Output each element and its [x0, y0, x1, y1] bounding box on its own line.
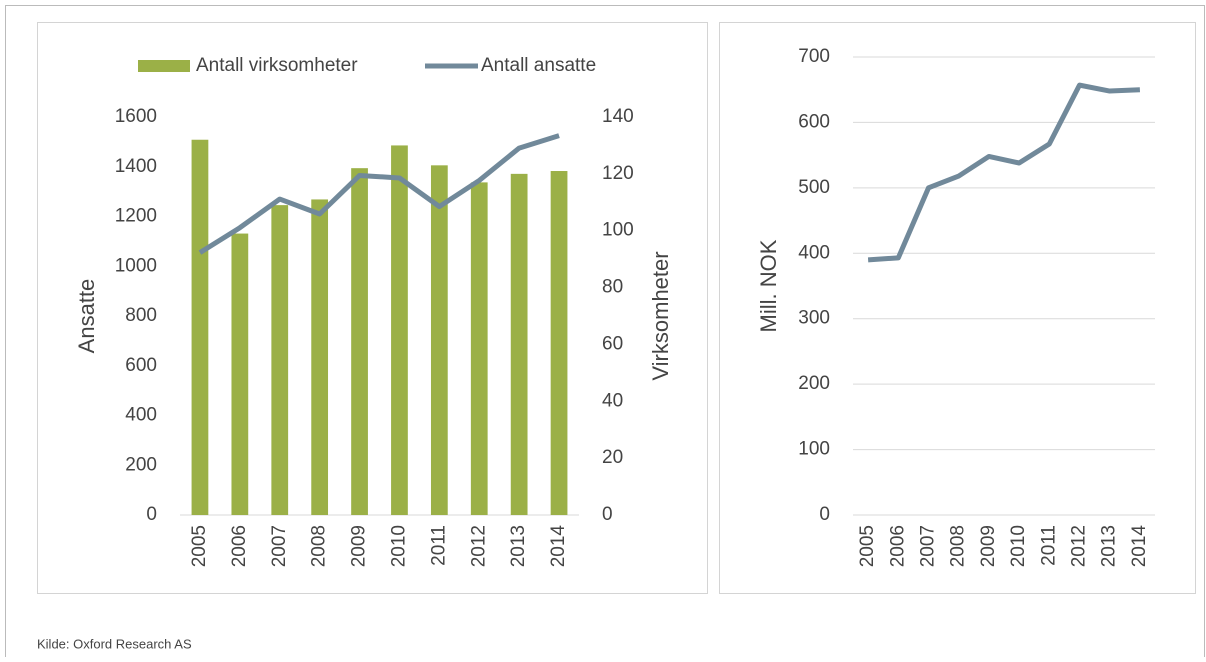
y-tick-label: 200 [125, 454, 157, 475]
bar [470, 182, 488, 515]
y-tick-label: 600 [798, 111, 830, 132]
x-tick-label: 2006 [229, 525, 250, 567]
y2-tick-label: 140 [602, 106, 634, 127]
line [867, 82, 1141, 263]
x-tick-label: 2014 [1129, 525, 1150, 568]
y-tick-label: 800 [125, 305, 157, 326]
bar [271, 205, 289, 515]
bar [391, 145, 408, 515]
y2-tick-label: 80 [602, 277, 623, 298]
x-tick-label: 2006 [887, 525, 908, 567]
bar [351, 168, 368, 515]
y-tick-label: 700 [798, 46, 830, 67]
y2-tick-label: 40 [602, 390, 623, 411]
x-tick-label: 2014 [548, 525, 569, 568]
x-tick-label: 2008 [309, 525, 330, 567]
bar [430, 165, 448, 516]
x-tick-label: 2007 [269, 525, 290, 567]
y-tick-label: 1600 [115, 106, 157, 127]
y-tick-label: 0 [819, 504, 830, 525]
x-tick-label: 2012 [468, 525, 489, 567]
x-tick-label: 2008 [948, 525, 969, 567]
right-panel [719, 22, 1196, 594]
y-tick-label: 300 [798, 308, 830, 329]
x-tick-label: 2005 [189, 525, 210, 567]
legend-label: Antall ansatte [481, 55, 596, 76]
x-tick-label: 2005 [857, 525, 878, 567]
outer-frame [5, 5, 1205, 662]
y-axis-label: Ansatte [74, 279, 99, 354]
source: Kilde: Oxford Research AS [37, 636, 192, 651]
bar [550, 171, 568, 515]
y-tick-label: 400 [125, 405, 157, 426]
y2-tick-label: 60 [602, 333, 623, 354]
bar [311, 199, 329, 515]
bar [191, 139, 209, 515]
x-tick-label: 2010 [1008, 525, 1029, 567]
y2-tick-label: 0 [602, 504, 613, 525]
line [198, 133, 560, 255]
x-tick-label: 2013 [508, 525, 529, 567]
x-tick-label: 2013 [1099, 525, 1120, 567]
y-axis-label: Mill. NOK [756, 239, 781, 332]
y-tick-label: 600 [125, 355, 157, 376]
y-tick-label: 1000 [115, 255, 157, 276]
y2-tick-label: 20 [602, 447, 623, 468]
y2-tick-label: 120 [602, 163, 634, 184]
x-tick-label: 2009 [349, 525, 370, 567]
bar [231, 233, 249, 516]
y2-tick-label: 100 [602, 220, 634, 241]
y-tick-label: 400 [798, 242, 830, 263]
y-tick-label: 200 [798, 373, 830, 394]
y-tick-label: 1200 [115, 206, 157, 227]
y-tick-label: 0 [146, 504, 157, 525]
y-tick-label: 500 [798, 177, 830, 198]
x-tick-label: 2010 [388, 525, 409, 567]
y2-axis-label: Virksomheter [648, 251, 673, 380]
left-panel [37, 22, 708, 594]
legend-label: Antall virksomheter [196, 55, 358, 76]
y-tick-label: 1400 [115, 156, 157, 177]
x-tick-label: 2011 [1038, 525, 1059, 566]
legend-swatch [138, 60, 190, 72]
x-tick-label: 2009 [978, 525, 999, 567]
x-tick-label: 2012 [1069, 525, 1090, 567]
bar [510, 173, 528, 515]
x-tick-label: 2007 [918, 525, 939, 567]
x-tick-label: 2011 [428, 525, 449, 566]
y-tick-label: 100 [798, 439, 830, 460]
